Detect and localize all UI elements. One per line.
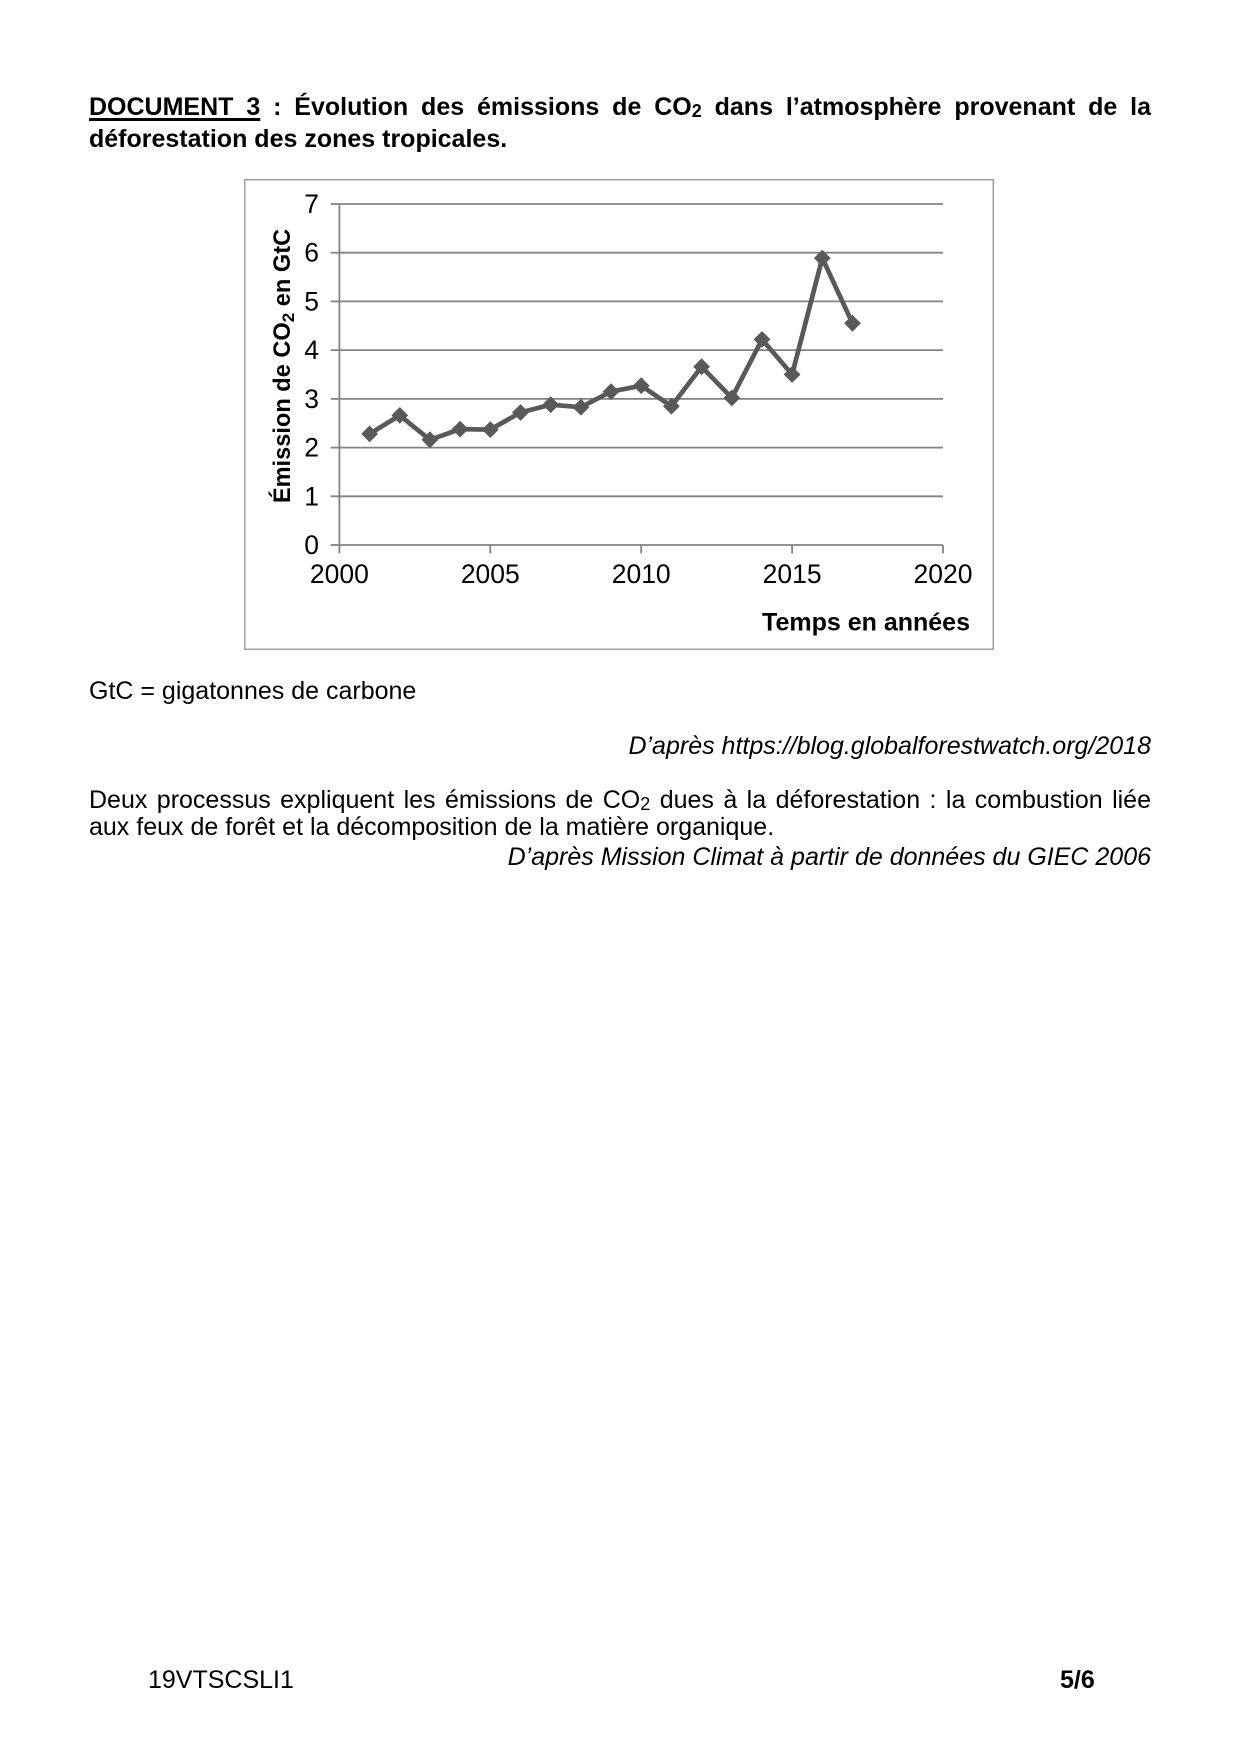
svg-text:5: 5 xyxy=(304,286,319,316)
svg-text:2015: 2015 xyxy=(763,559,822,589)
svg-text:2000: 2000 xyxy=(310,559,369,589)
svg-text:2005: 2005 xyxy=(461,559,520,589)
svg-text:Temps en années: Temps en années xyxy=(762,609,970,637)
svg-text:2020: 2020 xyxy=(914,559,973,589)
svg-text:2: 2 xyxy=(304,433,319,463)
svg-text:1: 1 xyxy=(304,481,319,511)
svg-text:3: 3 xyxy=(304,384,319,414)
svg-text:6: 6 xyxy=(304,238,319,268)
svg-text:0: 0 xyxy=(304,530,319,560)
svg-text:Émission de CO2 en GtC: Émission de CO2 en GtC xyxy=(268,229,298,503)
svg-text:4: 4 xyxy=(304,335,319,365)
svg-text:7: 7 xyxy=(304,189,319,219)
svg-text:2010: 2010 xyxy=(612,559,671,589)
